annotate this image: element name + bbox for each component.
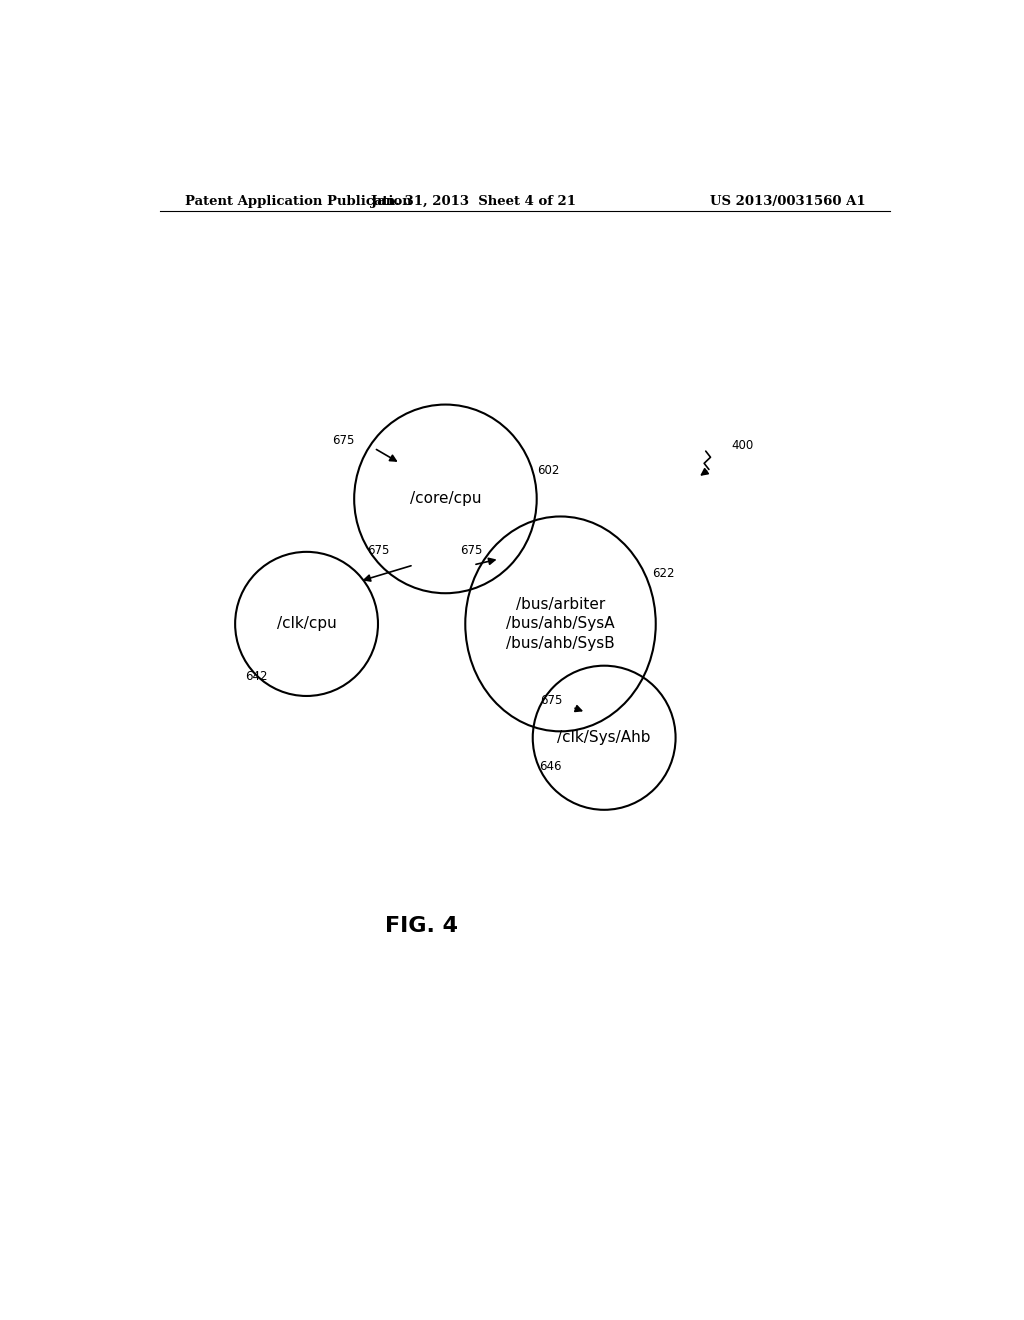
Text: 622: 622 (652, 566, 674, 579)
Text: 646: 646 (539, 760, 561, 772)
Text: 675: 675 (541, 693, 563, 706)
Text: 400: 400 (731, 438, 754, 451)
Text: /core/cpu: /core/cpu (410, 491, 481, 507)
Text: /clk/cpu: /clk/cpu (276, 616, 337, 631)
Text: Patent Application Publication: Patent Application Publication (185, 194, 412, 207)
Text: 675: 675 (332, 434, 354, 447)
Text: 602: 602 (537, 463, 559, 477)
Text: 675: 675 (461, 544, 482, 557)
Text: 675: 675 (368, 544, 390, 557)
Text: Jan. 31, 2013  Sheet 4 of 21: Jan. 31, 2013 Sheet 4 of 21 (371, 194, 575, 207)
Text: /clk/Sys/Ahb: /clk/Sys/Ahb (557, 730, 651, 746)
Text: /bus/arbiter
/bus/ahb/SysA
/bus/ahb/SysB: /bus/arbiter /bus/ahb/SysA /bus/ahb/SysB (506, 597, 614, 651)
Text: US 2013/0031560 A1: US 2013/0031560 A1 (711, 194, 866, 207)
Text: 642: 642 (246, 671, 268, 684)
Text: FIG. 4: FIG. 4 (385, 916, 458, 936)
